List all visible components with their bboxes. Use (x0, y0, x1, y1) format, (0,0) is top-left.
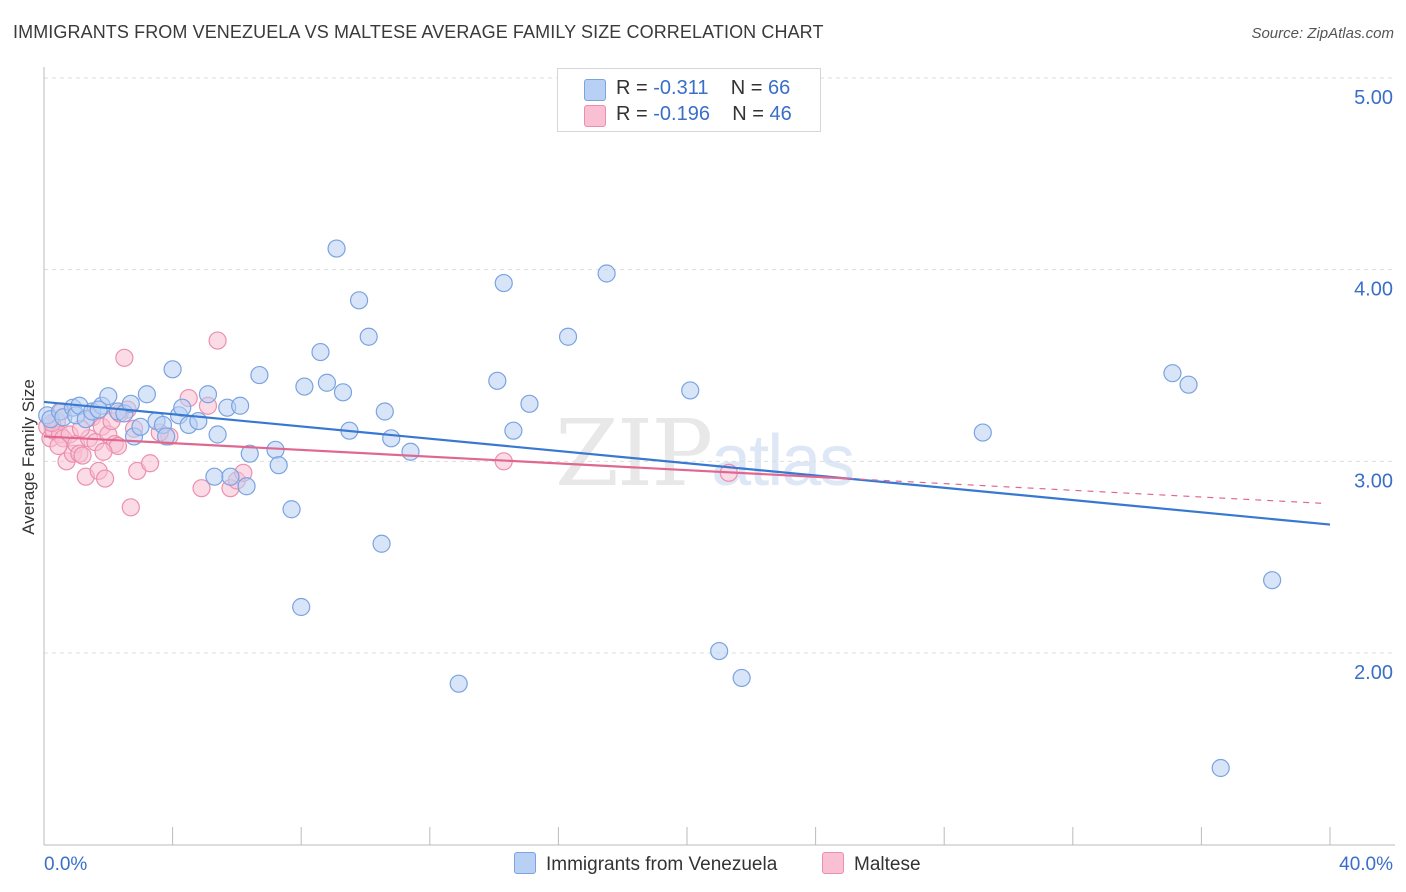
maltese-point (49, 436, 68, 456)
maltese-point (140, 454, 160, 473)
n-value: 46 (769, 103, 792, 125)
venezuela-trend-line (43, 400, 1331, 526)
venezuela-point (311, 342, 330, 362)
bottom-legend-swatch-pink (822, 852, 844, 874)
maltese-trend-extension (847, 477, 1327, 505)
venezuela-point (349, 291, 369, 310)
y-tick-label: 2.00 (1354, 662, 1393, 684)
maltese-point (192, 479, 211, 498)
legend-swatch-pink (584, 105, 606, 127)
venezuela-point (558, 327, 578, 346)
r-label: R = (616, 77, 654, 99)
venezuela-point (237, 477, 256, 496)
venezuela-point (205, 467, 224, 486)
venezuela-point (1263, 571, 1282, 590)
venezuela-point (520, 394, 539, 413)
bottom-legend-swatch-blue (514, 852, 536, 874)
venezuela-point (504, 421, 523, 440)
y-axis-label: Average Family Size (19, 379, 38, 535)
venezuela-point (292, 597, 311, 617)
axes (43, 67, 1395, 846)
venezuela-point (681, 381, 700, 400)
x-tick-label-min: 0.0% (44, 854, 87, 875)
venezuela-point (973, 423, 992, 442)
venezuela-point (99, 387, 118, 406)
venezuela-point (208, 425, 227, 444)
venezuela-point (137, 385, 156, 404)
venezuela-point (1163, 364, 1182, 383)
venezuela-point (295, 377, 314, 396)
venezuela-points (38, 239, 1282, 778)
n-label: N = (732, 103, 770, 125)
venezuela-point (375, 402, 394, 421)
venezuela-point (382, 429, 401, 448)
venezuela-point (250, 365, 269, 385)
venezuela-point (231, 396, 250, 415)
venezuela-point (163, 360, 182, 379)
x-tick-label-max: 40.0% (1339, 854, 1393, 875)
maltese-point (208, 331, 227, 350)
legend-swatch-blue (584, 79, 606, 101)
r-value: -0.311 (653, 77, 709, 99)
venezuela-point (221, 467, 240, 486)
venezuela-point (240, 444, 259, 463)
venezuela-point (131, 417, 150, 436)
r-label: R = (616, 103, 654, 125)
venezuela-point (359, 327, 378, 346)
venezuela-point (1211, 758, 1230, 778)
maltese-point (94, 442, 113, 461)
venezuela-point (597, 264, 616, 283)
bottom-legend-label: Immigrants from Venezuela (546, 854, 778, 875)
venezuela-point (198, 385, 218, 404)
venezuela-point (269, 456, 288, 475)
bottom-legend-label: Maltese (854, 854, 921, 875)
maltese-point (95, 469, 115, 488)
venezuela-point (1179, 375, 1198, 394)
venezuela-point (372, 534, 391, 553)
venezuela-point (710, 641, 729, 661)
venezuela-point (488, 371, 507, 390)
venezuela-point (449, 674, 468, 693)
trend-lines (43, 400, 1331, 526)
source-label: Source: ZipAtlas.com (1251, 25, 1394, 42)
venezuela-point (401, 442, 420, 461)
maltese-point (73, 446, 92, 465)
maltese-trend-line (43, 435, 848, 480)
venezuela-point (121, 394, 140, 413)
y-tick-label: 4.00 (1354, 279, 1393, 301)
legend-text: R = -0.311 N = 66 (616, 77, 790, 100)
bottom-legend-maltese: Maltese (822, 852, 921, 876)
venezuela-point (333, 383, 353, 402)
venezuela-point (732, 668, 751, 688)
n-label: N = (730, 77, 768, 99)
r-value: -0.196 (653, 103, 710, 125)
venezuela-point (157, 427, 176, 446)
venezuela-point (282, 500, 301, 519)
chart-title: IMMIGRANTS FROM VENEZUELA VS MALTESE AVE… (13, 22, 824, 42)
n-value: 66 (767, 77, 791, 99)
maltese-point (121, 498, 140, 517)
correlation-legend: R = -0.311 N = 66 R = -0.196 N = 46 (557, 68, 821, 132)
venezuela-point (327, 239, 346, 258)
bottom-legend-venezuela: Immigrants from Venezuela (514, 852, 777, 876)
venezuela-point (317, 373, 337, 392)
y-tick-label: 3.00 (1354, 470, 1393, 492)
venezuela-point (494, 273, 513, 293)
legend-text: R = -0.196 N = 46 (616, 103, 792, 126)
maltese-point (115, 348, 134, 367)
grid-lines (44, 77, 1395, 654)
y-tick-label: 5.00 (1354, 87, 1393, 109)
venezuela-point (89, 400, 108, 419)
tick-labels: 2.00 3.00 4.00 5.00 0.0% 40.0% (44, 87, 1393, 875)
